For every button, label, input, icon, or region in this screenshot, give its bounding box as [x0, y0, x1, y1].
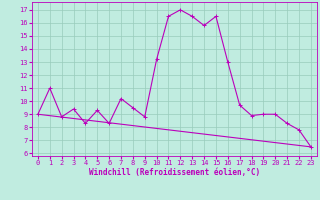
X-axis label: Windchill (Refroidissement éolien,°C): Windchill (Refroidissement éolien,°C)	[89, 168, 260, 177]
